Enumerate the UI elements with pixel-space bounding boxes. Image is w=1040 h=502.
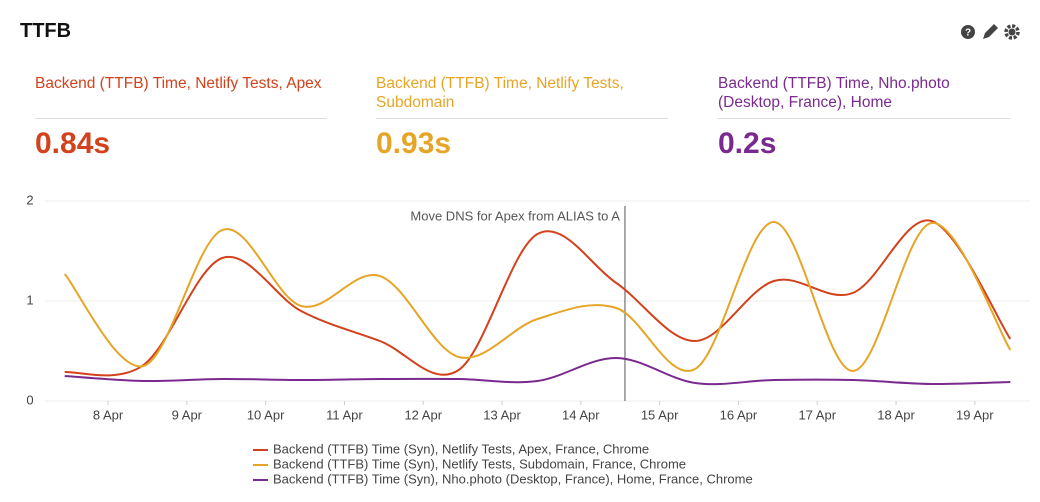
settings-icon[interactable] <box>1004 24 1020 40</box>
stat-card: Backend (TTFB) Time, Nho.photo (Desktop,… <box>718 74 1010 161</box>
x-tick-label: 11 Apr <box>326 407 363 422</box>
x-tick-label: 8 Apr <box>93 407 124 422</box>
stat-card: Backend (TTFB) Time, Netlify Tests, Subd… <box>376 74 668 161</box>
x-tick-label: 17 Apr <box>798 407 836 422</box>
x-tick-label: 13 Apr <box>483 407 521 422</box>
stat-label: Backend (TTFB) Time, Nho.photo (Desktop,… <box>718 74 1010 119</box>
x-tick-label: 18 Apr <box>877 407 915 422</box>
help-icon[interactable]: ? <box>961 25 975 39</box>
svg-text:?: ? <box>965 28 971 39</box>
y-tick-label: 1 <box>26 292 33 307</box>
annotation-text: Move DNS for Apex from ALIAS to A <box>410 208 620 223</box>
stat-label: Backend (TTFB) Time, Netlify Tests, Subd… <box>376 74 668 119</box>
legend-label: Backend (TTFB) Time (Syn), Netlify Tests… <box>273 441 649 456</box>
series-line <box>64 356 1011 386</box>
stat-value: 0.93s <box>376 127 452 160</box>
series-line <box>63 220 1012 373</box>
y-tick-label: 0 <box>26 392 33 407</box>
x-tick-label: 14 Apr <box>562 407 600 422</box>
series-line <box>64 219 1012 377</box>
legend-label: Backend (TTFB) Time (Syn), Netlify Tests… <box>273 456 686 471</box>
x-tick-label: 10 Apr <box>247 407 285 422</box>
y-tick-label: 2 <box>26 192 33 207</box>
x-tick-label: 15 Apr <box>641 407 679 422</box>
x-tick-label: 12 Apr <box>404 407 442 422</box>
widget-title: TTFB <box>20 20 72 42</box>
stat-label: Backend (TTFB) Time, Netlify Tests, Apex <box>35 74 327 119</box>
stat-value: 0.84s <box>35 127 111 160</box>
stat-card: Backend (TTFB) Time, Netlify Tests, Apex… <box>35 74 327 161</box>
x-tick-label: 9 Apr <box>172 407 203 422</box>
legend-label: Backend (TTFB) Time (Syn), Nho.photo (De… <box>273 471 753 486</box>
stat-value: 0.2s <box>718 127 777 160</box>
edit-icon[interactable] <box>983 24 998 39</box>
x-tick-label: 19 Apr <box>956 407 994 422</box>
x-tick-label: 16 Apr <box>720 407 758 422</box>
